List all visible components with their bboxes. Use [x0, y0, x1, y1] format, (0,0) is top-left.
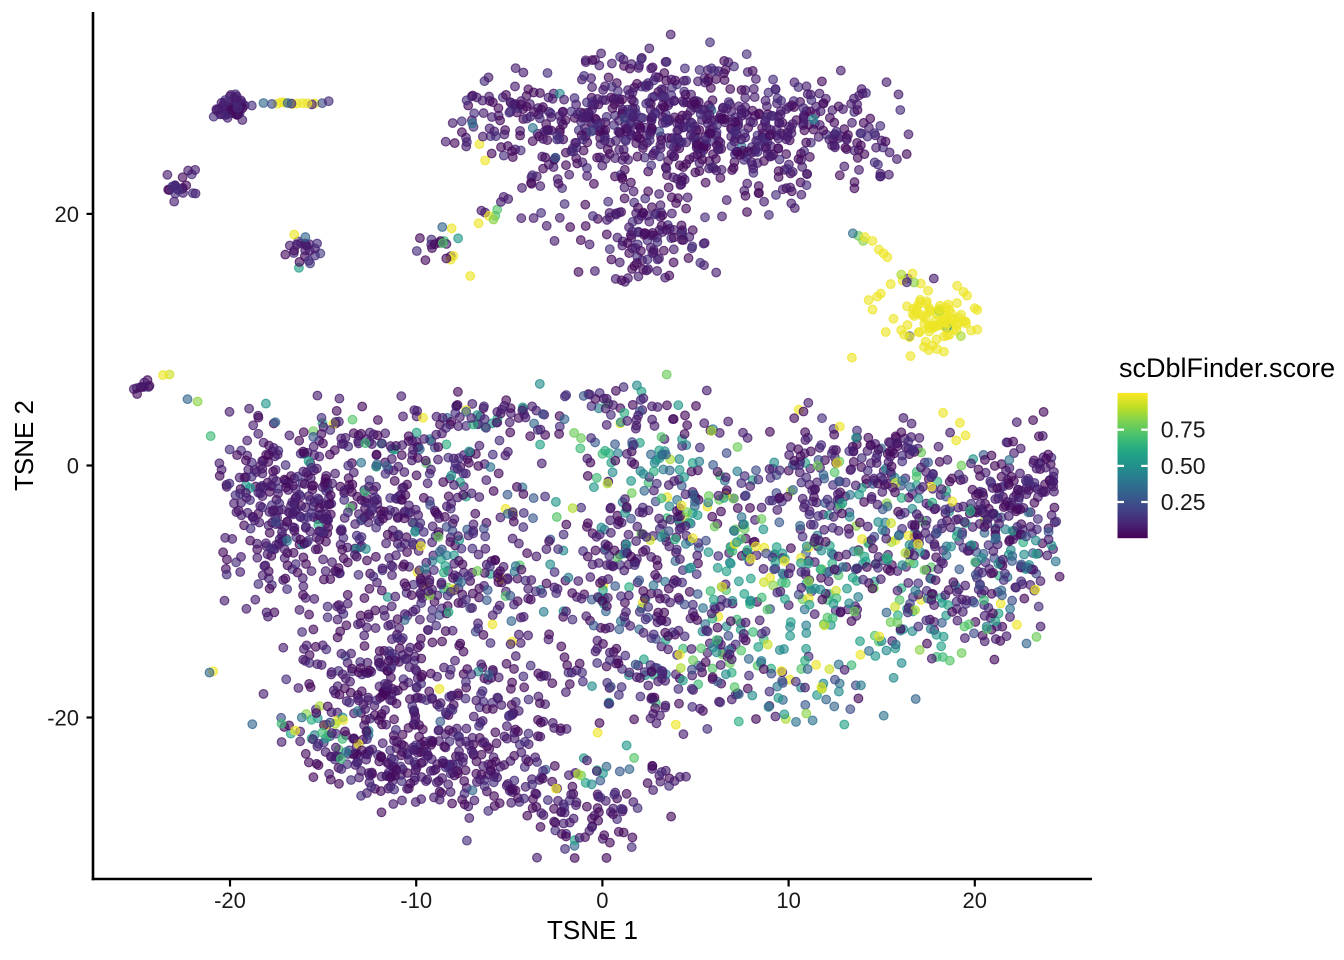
svg-text:20: 20	[55, 202, 79, 227]
svg-text:TSNE 2: TSNE 2	[9, 400, 39, 491]
svg-text:0: 0	[596, 888, 608, 913]
svg-text:-20: -20	[214, 888, 246, 913]
svg-text:-10: -10	[400, 888, 432, 913]
svg-text:0.50: 0.50	[1161, 453, 1206, 479]
svg-text:0: 0	[67, 454, 79, 479]
svg-text:10: 10	[776, 888, 800, 913]
svg-text:-20: -20	[47, 706, 79, 731]
svg-text:scDblFinder.score: scDblFinder.score	[1119, 353, 1335, 383]
svg-text:0.75: 0.75	[1161, 417, 1206, 443]
svg-text:20: 20	[963, 888, 987, 913]
svg-text:0.25: 0.25	[1161, 489, 1206, 515]
svg-text:TSNE 1: TSNE 1	[547, 915, 638, 945]
